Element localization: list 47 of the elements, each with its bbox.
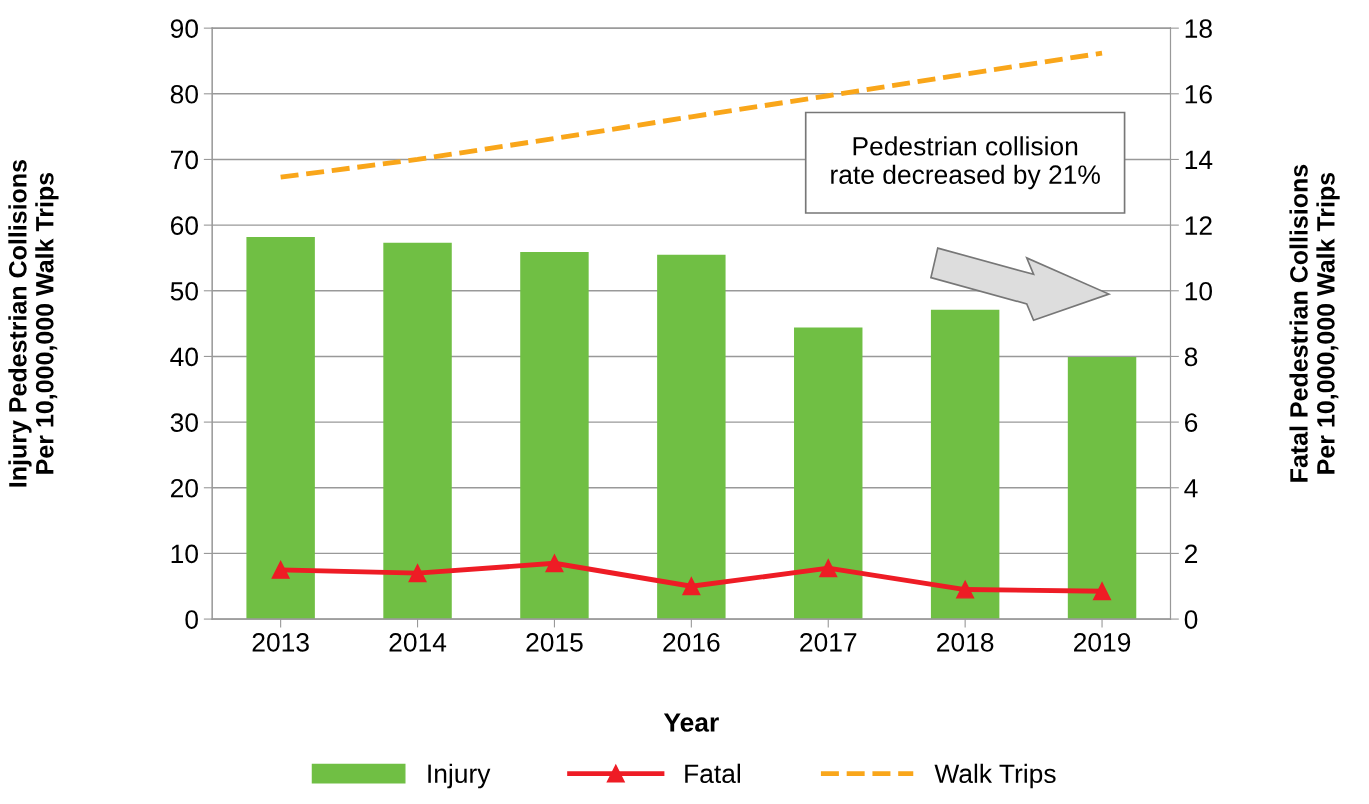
y-tick-label: 0 (185, 610, 198, 629)
y-tick-label: 50 (170, 281, 198, 301)
point (545, 554, 564, 573)
y-axis-title: Injury Pedestrian Collisions Per 10,000,000 Walk Trips (8, 160, 59, 487)
bar (794, 327, 863, 620)
legend-label: Injury (428, 763, 491, 789)
bar (383, 242, 452, 620)
y2-tick-label: 4 (1184, 479, 1198, 498)
y2-tick-label: 14 (1185, 150, 1213, 170)
annotation: Pedestrian collision rate decreased by 21% (831, 136, 1100, 190)
x-tick-label: 2017 (800, 632, 857, 652)
y-tick-label: 10 (171, 544, 198, 564)
y-tick-label: 30 (170, 413, 198, 432)
y2-tick-label: 0 (1184, 610, 1198, 629)
legend-label: Fatal (685, 763, 740, 784)
y-tick-label: 80 (170, 84, 198, 104)
bar (657, 254, 726, 620)
x-tick-label: 2016 (663, 632, 720, 652)
y-tick-label: 20 (170, 478, 198, 498)
point (408, 564, 427, 583)
y2-tick-label: 8 (1184, 347, 1198, 367)
y2-axis-title: Fatal Pedestrian Collisions Per 10,000,000 Walk Trips (1289, 164, 1340, 482)
point (956, 580, 975, 599)
y2-tick-label: 10 (1185, 281, 1213, 301)
y2-tick-label: 6 (1185, 413, 1198, 432)
y2-tick-label: 2 (1185, 544, 1198, 563)
y-tick-label: 70 (171, 150, 198, 170)
point (1093, 582, 1112, 601)
x-tick-label: 2019 (1074, 632, 1131, 652)
y-tick-label: 40 (170, 347, 198, 367)
bar (520, 252, 589, 620)
legend-label: Walk Trips (934, 763, 1056, 789)
y2-tick-label: 18 (1185, 19, 1212, 38)
x-axis-title: Year (663, 713, 719, 732)
x-tick-label: 2013 (252, 632, 309, 652)
point (271, 560, 290, 579)
y2-tick-label: 12 (1185, 216, 1212, 235)
x-tick-label: 2018 (937, 632, 994, 652)
point (819, 559, 838, 578)
bar (1067, 357, 1137, 620)
y-tick-label: 60 (170, 216, 198, 235)
y2-tick-label: 16 (1185, 84, 1212, 104)
point (682, 577, 701, 596)
x-tick-label: 2015 (526, 632, 583, 652)
y-tick-label: 90 (170, 19, 198, 38)
bar (246, 236, 315, 620)
x-tick-label: 2014 (389, 632, 447, 652)
